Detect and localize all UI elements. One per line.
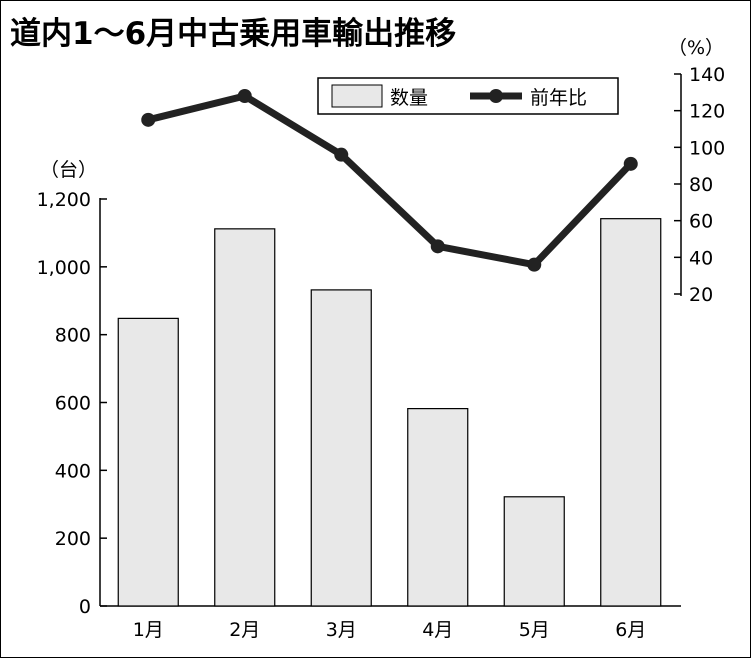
left-tick-label: 200 bbox=[55, 528, 91, 550]
line-point-1 bbox=[141, 112, 156, 127]
left-tick-label: 1,200 bbox=[37, 189, 91, 211]
bar-3 bbox=[310, 289, 372, 607]
legend-bar-swatch bbox=[331, 84, 383, 108]
line-series-path bbox=[147, 92, 634, 269]
line-point-6 bbox=[623, 156, 638, 171]
x-tick-label: 4月 bbox=[422, 619, 453, 641]
bar-1 bbox=[117, 317, 179, 607]
left-tick-label: 800 bbox=[55, 325, 91, 347]
x-tick-label: 5月 bbox=[519, 619, 550, 641]
legend-line-label: 前年比 bbox=[530, 87, 587, 109]
right-axis-unit: （%） bbox=[668, 37, 724, 59]
bar-2 bbox=[214, 228, 276, 607]
right-tick-label: 60 bbox=[689, 211, 713, 233]
line-point-3 bbox=[334, 147, 349, 162]
line-point-5 bbox=[527, 257, 542, 272]
legend-line-marker bbox=[489, 89, 503, 103]
line-point-2 bbox=[237, 89, 252, 103]
right-tick-label: 20 bbox=[689, 284, 713, 306]
left-tick-label: 600 bbox=[55, 393, 91, 415]
right-tick-label: 140 bbox=[689, 64, 725, 86]
x-tick-label: 1月 bbox=[133, 619, 164, 641]
right-tick-label: 80 bbox=[689, 174, 713, 196]
left-tick-label: 1,000 bbox=[37, 257, 91, 279]
right-tick-label: 100 bbox=[689, 137, 725, 159]
bar-6 bbox=[600, 218, 662, 607]
line-point-4 bbox=[430, 239, 445, 254]
right-tick-label: 40 bbox=[689, 247, 713, 269]
left-tick-label: 400 bbox=[55, 460, 91, 482]
right-tick-label: 120 bbox=[689, 101, 725, 123]
bar-4 bbox=[407, 408, 469, 607]
x-tick-label: 6月 bbox=[615, 619, 646, 641]
x-tick-label: 3月 bbox=[326, 619, 357, 641]
bar-5 bbox=[503, 496, 565, 607]
left-axis-unit: （台） bbox=[40, 159, 97, 181]
x-tick-label: 2月 bbox=[229, 619, 260, 641]
legend-bar-label: 数量 bbox=[390, 87, 428, 109]
chart-title: 道内1～6月中古乗用車輸出推移 bbox=[10, 16, 456, 52]
left-tick-label: 0 bbox=[79, 596, 91, 618]
legend: 数量 前年比 bbox=[317, 77, 619, 115]
